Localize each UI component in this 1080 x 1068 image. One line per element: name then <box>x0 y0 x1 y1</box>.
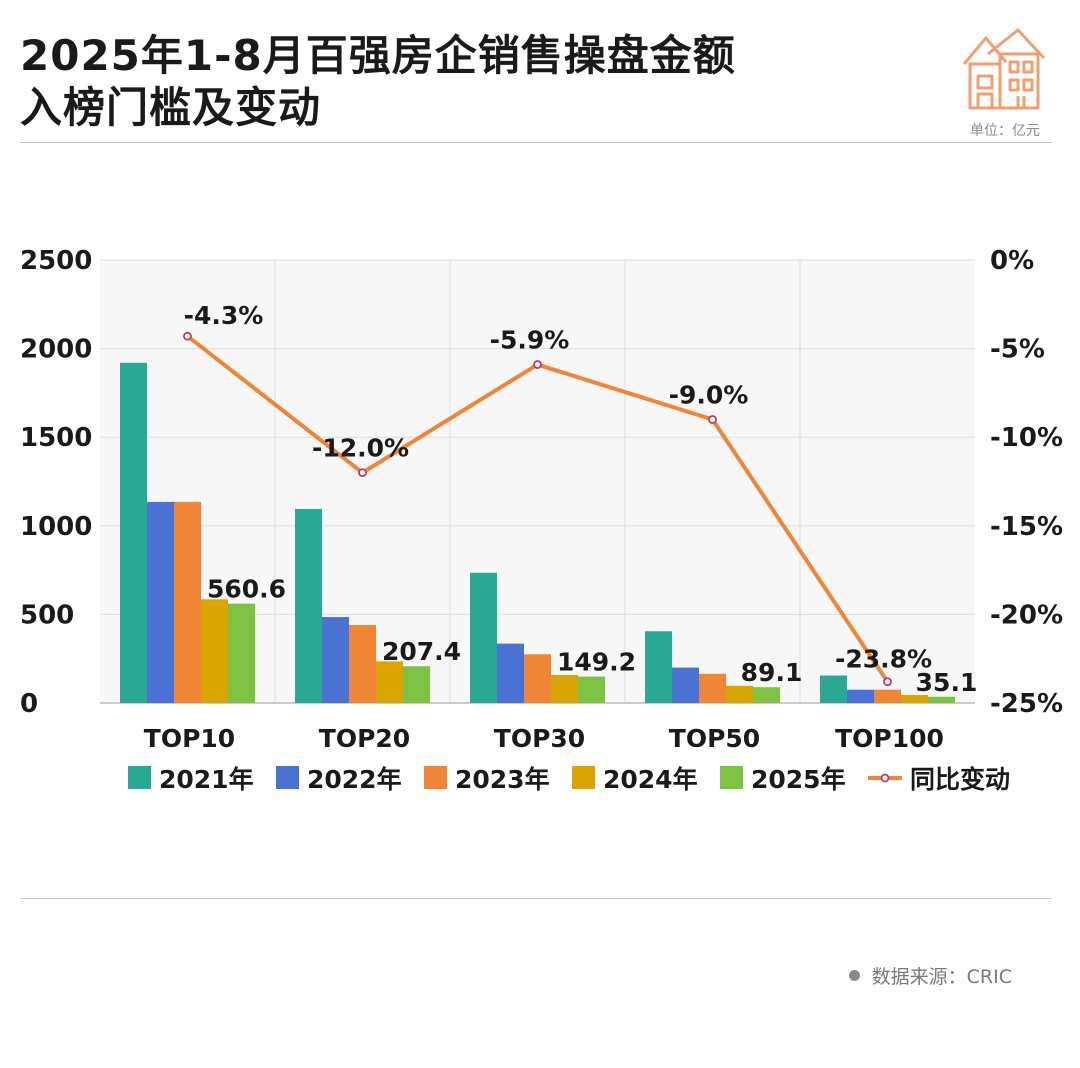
bar <box>578 676 605 703</box>
legend-label: 2023年 <box>455 765 550 794</box>
bar <box>470 572 497 703</box>
line-label: -23.8% <box>835 645 932 674</box>
house-icon <box>962 28 1046 110</box>
bar <box>820 675 847 703</box>
bar <box>551 675 578 703</box>
y-tick-label: 2500 <box>20 246 92 276</box>
bar <box>497 643 524 703</box>
x-tick-label: TOP30 <box>494 724 585 753</box>
y-tick-label: 500 <box>20 600 74 630</box>
line-point <box>183 331 192 341</box>
combo-chart: 0 500 1000 1500 2000 2500 -25% -20% -15% -10% -5% 0… <box>20 246 1063 794</box>
x-tick-label: TOP100 <box>835 724 944 753</box>
y2-tick-label: 0% <box>990 246 1034 276</box>
y-tick-label: 2000 <box>20 335 92 365</box>
bar <box>295 508 322 703</box>
bar <box>147 501 174 703</box>
bar <box>726 685 753 703</box>
legend-swatch <box>424 766 447 789</box>
bar <box>174 501 201 703</box>
chart-title: 2025年1-8月百强房企销售操盘金额 入榜门槛及变动 <box>20 30 736 134</box>
bar <box>672 667 699 703</box>
header-divider <box>20 142 1052 143</box>
bar <box>699 673 726 703</box>
line-point <box>708 415 717 424</box>
bar <box>645 631 672 703</box>
y2-tick-label: -25% <box>990 689 1063 719</box>
bar <box>376 661 403 703</box>
legend-line-marker <box>880 773 890 783</box>
y-tick-label: 1500 <box>20 423 92 453</box>
bar <box>874 689 901 703</box>
data-label: 89.1 <box>741 658 803 687</box>
y2-tick-label: -20% <box>990 600 1063 630</box>
source-text: 数据来源：CRIC <box>871 966 1012 988</box>
title-line-1: 2025年1-8月百强房企销售操盘金额 <box>20 31 736 80</box>
legend-label: 2022年 <box>307 765 402 794</box>
y-tick-label: 0 <box>20 689 38 719</box>
y2-tick-label: -15% <box>990 512 1063 542</box>
footer-divider <box>20 898 1052 899</box>
y-tick-label: 1000 <box>20 512 92 542</box>
legend-swatch <box>572 766 595 789</box>
line-point <box>883 677 892 687</box>
line-point <box>358 468 367 478</box>
line-point <box>533 360 542 369</box>
legend-label: 2025年 <box>751 765 846 794</box>
x-tick-label: TOP50 <box>669 724 760 753</box>
source-note: 数据来源：CRIC <box>848 962 1012 989</box>
legend-label: 2021年 <box>159 765 254 794</box>
legend-label: 2024年 <box>603 765 698 794</box>
bar <box>847 689 874 703</box>
data-label: 35.1 <box>916 668 978 697</box>
bar <box>201 599 228 703</box>
data-label: 207.4 <box>382 637 461 666</box>
legend-swatch <box>720 766 743 789</box>
bullet-icon <box>848 970 860 981</box>
legend-swatch <box>128 766 151 789</box>
x-tick-label: TOP20 <box>319 724 410 753</box>
y2-tick-label: -5% <box>990 335 1045 365</box>
bar <box>753 687 780 703</box>
bar <box>349 625 376 703</box>
bar <box>120 362 147 703</box>
bar <box>901 695 928 703</box>
y2-tick-label: -10% <box>990 423 1063 453</box>
bar <box>928 696 955 703</box>
x-tick-label: TOP10 <box>144 724 235 753</box>
bar <box>524 654 551 703</box>
legend-swatch <box>276 766 299 789</box>
line-label: -4.3% <box>184 301 264 330</box>
line-label: -9.0% <box>669 380 749 409</box>
legend-label: 同比变动 <box>910 765 1010 794</box>
data-label: 560.6 <box>207 575 286 604</box>
bar <box>403 666 430 703</box>
line-label: -12.0% <box>312 434 409 463</box>
bar <box>228 603 255 703</box>
unit-label: 单位：亿元 <box>970 123 1040 139</box>
title-line-2: 入榜门槛及变动 <box>20 83 322 132</box>
line-label: -5.9% <box>490 326 570 355</box>
bar <box>322 617 349 703</box>
data-label: 149.2 <box>557 648 636 677</box>
